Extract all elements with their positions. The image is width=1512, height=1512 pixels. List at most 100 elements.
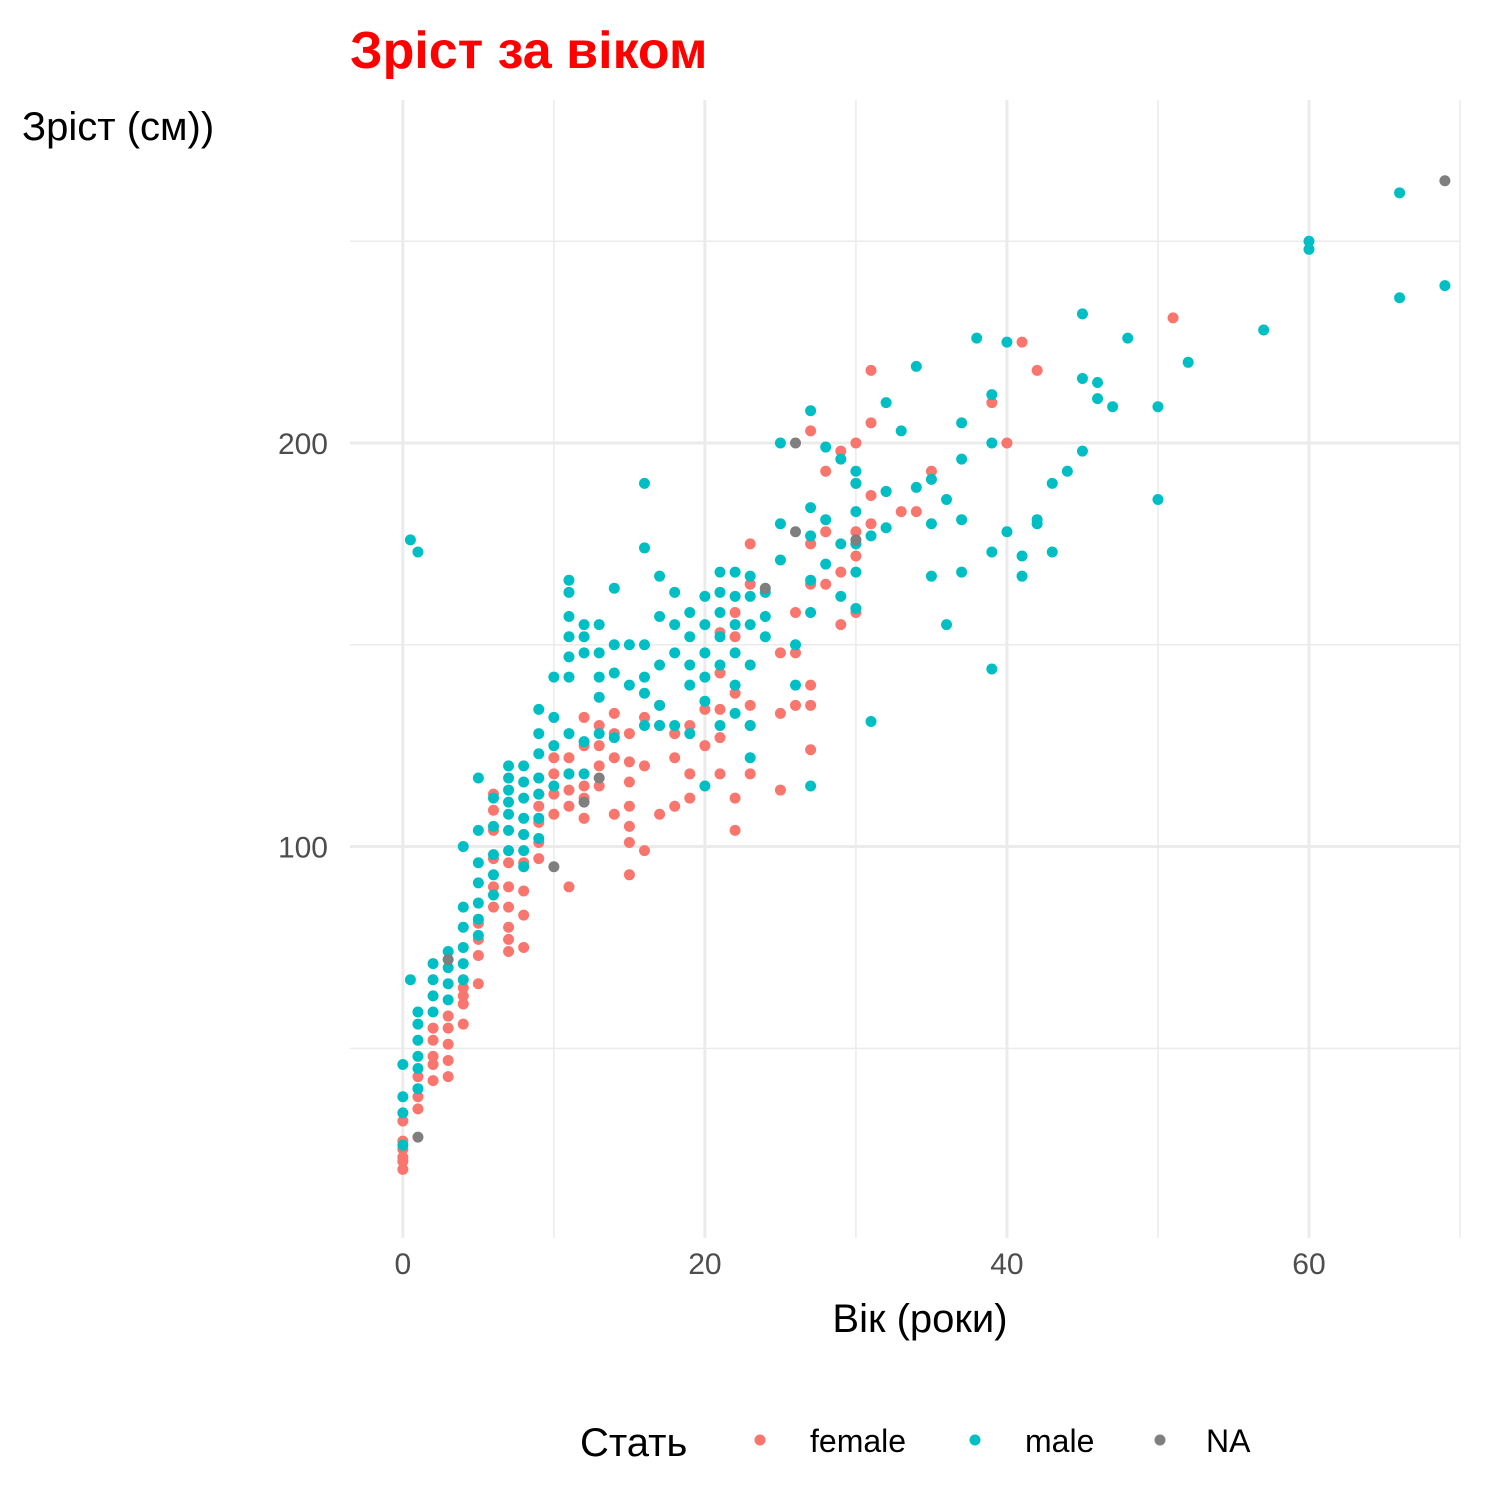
point-male <box>593 619 605 631</box>
point-female <box>427 1058 439 1070</box>
point-male <box>729 647 741 659</box>
point-male <box>578 619 590 631</box>
point-male <box>654 611 666 623</box>
point-female <box>669 728 681 740</box>
point-male <box>714 607 726 619</box>
point-male <box>563 671 575 683</box>
point-NA <box>759 582 771 594</box>
point-male <box>548 780 560 792</box>
point-male <box>457 958 469 970</box>
point-male <box>1152 494 1164 506</box>
point-male <box>850 506 862 518</box>
point-female <box>774 707 786 719</box>
point-female <box>699 740 711 752</box>
y-tick-label: 200 <box>278 428 328 461</box>
point-female <box>1016 336 1028 348</box>
point-male <box>503 845 515 857</box>
point-female <box>638 760 650 772</box>
point-male <box>638 719 650 731</box>
point-female <box>593 740 605 752</box>
point-male <box>805 502 817 514</box>
point-female <box>623 837 635 849</box>
point-female <box>487 901 499 913</box>
point-NA <box>790 526 802 538</box>
point-female <box>623 869 635 881</box>
point-female <box>593 780 605 792</box>
point-male <box>1303 243 1315 255</box>
point-male <box>412 546 424 558</box>
point-male <box>457 921 469 933</box>
point-male <box>563 631 575 643</box>
point-male <box>956 453 968 465</box>
point-male <box>503 760 515 772</box>
point-male <box>548 740 560 752</box>
point-female <box>623 728 635 740</box>
point-female <box>729 824 741 836</box>
point-female <box>638 711 650 723</box>
point-female <box>593 719 605 731</box>
point-male <box>1031 514 1043 526</box>
point-male <box>744 590 756 602</box>
point-male <box>427 990 439 1002</box>
point-male <box>925 473 937 485</box>
point-male <box>941 494 953 506</box>
point-male <box>805 405 817 417</box>
point-male <box>1076 372 1088 384</box>
point-male <box>578 631 590 643</box>
point-female <box>442 1054 454 1066</box>
point-female <box>714 732 726 744</box>
point-male <box>1016 570 1028 582</box>
point-female <box>608 808 620 820</box>
point-female <box>518 909 530 921</box>
point-male <box>714 719 726 731</box>
point-male <box>910 481 922 493</box>
point-male <box>518 861 530 873</box>
point-male <box>714 586 726 598</box>
point-male <box>578 736 590 748</box>
point-female <box>548 808 560 820</box>
point-male <box>578 768 590 780</box>
point-male <box>533 748 545 760</box>
point-male <box>608 667 620 679</box>
point-male <box>623 679 635 691</box>
point-male <box>457 974 469 986</box>
point-female <box>533 800 545 812</box>
point-male <box>744 719 756 731</box>
point-male <box>457 941 469 953</box>
point-female <box>608 707 620 719</box>
point-female <box>427 1075 439 1087</box>
point-male <box>563 768 575 780</box>
point-male <box>895 425 907 437</box>
point-male <box>774 437 786 449</box>
point-NA <box>790 437 802 449</box>
point-female <box>820 578 832 590</box>
point-male <box>790 679 802 691</box>
point-male <box>533 728 545 740</box>
point-male <box>1258 324 1270 336</box>
point-male <box>1394 292 1406 304</box>
point-female <box>744 699 756 711</box>
y-axis-label: Зріст (см)) <box>22 105 214 149</box>
point-female <box>865 489 877 501</box>
point-male <box>669 619 681 631</box>
point-female <box>412 1091 424 1103</box>
point-male <box>412 1006 424 1018</box>
point-female <box>608 752 620 764</box>
point-male <box>548 711 560 723</box>
point-male <box>714 631 726 643</box>
point-male <box>1122 332 1134 344</box>
point-female <box>805 679 817 691</box>
point-female <box>714 768 726 780</box>
point-male <box>638 671 650 683</box>
point-male <box>699 671 711 683</box>
point-male <box>533 832 545 844</box>
point-female <box>623 776 635 788</box>
point-male <box>503 784 515 796</box>
point-male <box>638 542 650 554</box>
point-female <box>790 647 802 659</box>
point-female <box>548 752 560 764</box>
point-female <box>925 465 937 477</box>
point-female <box>805 699 817 711</box>
point-male <box>563 586 575 598</box>
